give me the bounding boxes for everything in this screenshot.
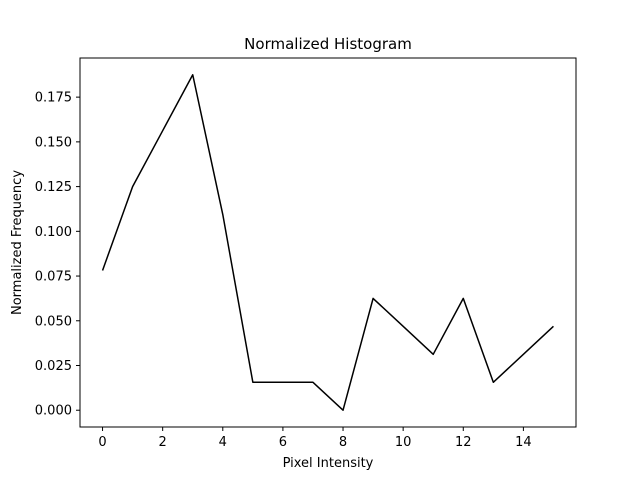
x-tick-label: 10 bbox=[395, 435, 412, 450]
y-tick-label: 0.050 bbox=[35, 314, 72, 329]
x-axis-ticks: 0 2 4 6 8 10 12 14 bbox=[98, 427, 532, 450]
y-tick-label: 0.075 bbox=[35, 270, 72, 285]
x-tick-label: 14 bbox=[515, 435, 532, 450]
y-tick-label: 0.125 bbox=[35, 180, 72, 195]
chart-title: Normalized Histogram bbox=[244, 35, 412, 53]
x-tick-label: 2 bbox=[159, 435, 167, 450]
x-axis-label: Pixel Intensity bbox=[283, 456, 374, 471]
y-tick-label: 0.000 bbox=[35, 404, 72, 419]
plot-area-frame bbox=[79, 57, 577, 428]
y-tick-label: 0.150 bbox=[35, 135, 72, 150]
series-line bbox=[101, 74, 554, 411]
x-tick-label: 0 bbox=[98, 435, 106, 450]
y-axis-ticks: 0.000 0.025 0.050 0.075 0.100 0.125 0.150 0.175 bbox=[35, 91, 80, 419]
x-tick-label: 4 bbox=[219, 435, 227, 450]
y-tick-label: 0.175 bbox=[35, 91, 72, 106]
y-tick-label: 0.025 bbox=[35, 359, 72, 374]
x-tick-label: 8 bbox=[339, 435, 347, 450]
x-tick-label: 6 bbox=[279, 435, 287, 450]
y-tick-label: 0.100 bbox=[35, 225, 72, 240]
y-axis-label: Normalized Frequency bbox=[10, 170, 25, 315]
x-tick-label: 12 bbox=[455, 435, 472, 450]
